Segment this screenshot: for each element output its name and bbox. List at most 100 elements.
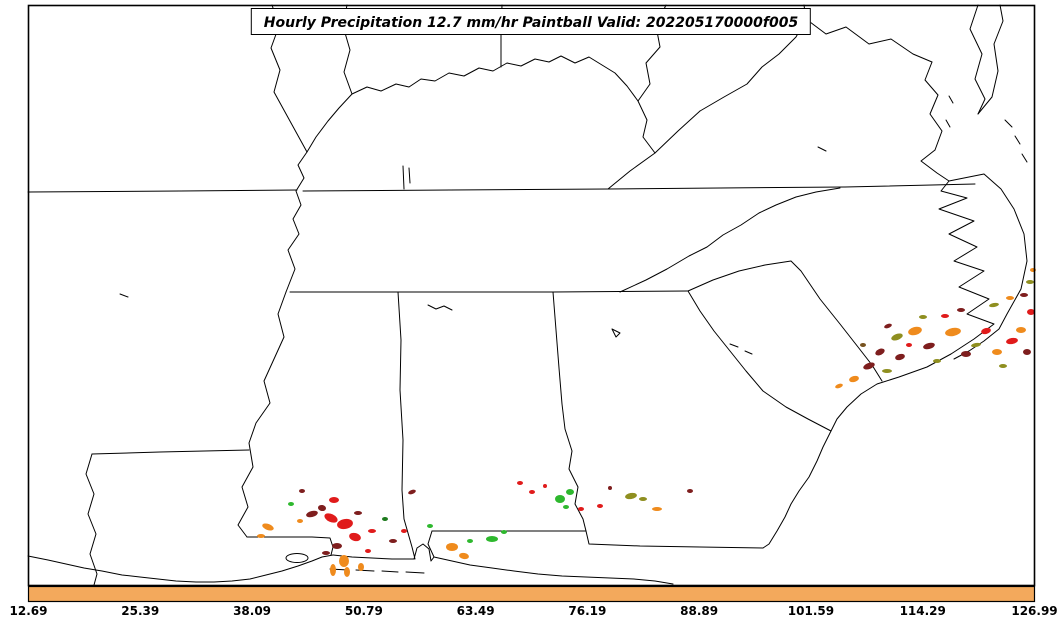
state-border-line — [552, 291, 587, 532]
state-border-line — [246, 536, 334, 556]
paintball-blob — [971, 342, 981, 348]
paintball-blob — [687, 489, 693, 493]
paintball-blob — [262, 523, 274, 531]
state-border-line — [355, 569, 375, 572]
state-border-line — [830, 149, 995, 432]
state-border-line — [977, 4, 1004, 115]
paintball-blob — [1026, 280, 1034, 284]
state-border-line — [27, 189, 298, 193]
paintball-blob — [543, 484, 547, 488]
state-border-line — [607, 110, 701, 190]
colorbar-tick-label: 25.39 — [121, 604, 160, 618]
paintball-blob — [989, 302, 999, 308]
paintball-blob — [981, 327, 991, 335]
paintball-blob — [354, 511, 362, 515]
state-border-line — [119, 293, 129, 298]
paintball-blob — [344, 567, 350, 577]
paintball-blob — [358, 563, 364, 571]
state-border-line — [433, 556, 674, 585]
state-border-line — [611, 328, 621, 338]
paintball-blob — [875, 348, 885, 356]
state-border-line — [969, 4, 986, 115]
state-border-line — [585, 530, 764, 549]
colorbar-tick-label: 12.69 — [9, 604, 48, 618]
plot-title: Hourly Precipitation 12.7 mm/hr Paintbal… — [263, 15, 799, 31]
paintball-blob — [1023, 349, 1031, 355]
paintball-blob — [401, 529, 407, 533]
paintball-blob — [365, 549, 371, 553]
state-boundaries — [27, 4, 1028, 586]
paintball-blob — [288, 502, 294, 506]
state-border-line — [237, 291, 287, 538]
state-border-line — [637, 100, 656, 154]
state-border-line — [91, 449, 250, 455]
state-border-line — [427, 304, 453, 311]
paintball-blob — [923, 342, 935, 350]
state-border-line — [405, 571, 425, 574]
paintball-blob — [459, 552, 469, 560]
paintball-blob — [566, 489, 574, 495]
paintball-blob — [895, 353, 905, 361]
state-border-line — [687, 290, 832, 432]
paintball-blob — [382, 517, 388, 521]
paintball-blob — [529, 490, 535, 494]
paintball-blob — [863, 362, 875, 370]
state-border-line — [817, 146, 827, 152]
paintball-blob — [999, 364, 1007, 368]
state-border-line — [805, 18, 933, 63]
state-border-line — [27, 554, 334, 583]
state-border-line — [351, 55, 639, 102]
paintball-blob — [919, 315, 927, 319]
paintball-blob — [652, 507, 662, 511]
state-border-line — [285, 151, 308, 293]
paintball-blob — [597, 504, 603, 508]
state-border-line — [85, 453, 98, 586]
state-border-line — [402, 165, 405, 190]
paintball-blob — [299, 489, 305, 493]
paintball-blob — [408, 489, 416, 495]
paintball-blob — [639, 497, 647, 501]
paintball-blob — [501, 530, 507, 534]
paintball-blob — [324, 513, 338, 523]
plot-title-box: Hourly Precipitation 12.7 mm/hr Paintbal… — [250, 8, 812, 35]
state-border-line — [762, 430, 832, 549]
paintball-blob — [941, 314, 949, 318]
paintball-blob — [486, 536, 498, 542]
paintball-blob — [322, 551, 330, 555]
state-border-line — [945, 119, 951, 128]
paintball-blob — [849, 375, 859, 383]
colorbar-tick-label: 63.49 — [456, 604, 495, 618]
paintball-blob — [1006, 296, 1014, 300]
colorbar-tick-label: 101.59 — [787, 604, 835, 618]
paintball-blob — [337, 518, 353, 530]
state-border-line — [408, 167, 411, 184]
paintball-blob — [945, 327, 961, 337]
state-border-line — [924, 61, 943, 151]
paintball-blobs — [257, 268, 1036, 577]
paintball-blob — [608, 486, 612, 490]
paintball-blob — [257, 534, 265, 538]
paintball-blob — [908, 326, 922, 336]
state-border-line — [306, 93, 353, 153]
paintball-blob — [329, 497, 339, 503]
colorbar-tick-label: 88.89 — [680, 604, 719, 618]
paintball-blob — [891, 333, 903, 341]
colorbar-tick-label: 114.29 — [899, 604, 946, 618]
paintball-blob — [1016, 327, 1026, 333]
paintball-blob — [906, 343, 912, 347]
colorbar-tick-label: 50.79 — [344, 604, 383, 618]
state-border-line — [948, 95, 954, 104]
paintball-blob — [860, 343, 866, 347]
paintball-blob — [446, 543, 458, 551]
state-border-line — [413, 543, 435, 562]
state-border-line — [1021, 153, 1028, 163]
state-border-line — [427, 530, 435, 558]
paintball-blob — [992, 349, 1002, 355]
colorbar-tick-label: 38.09 — [233, 604, 272, 618]
paintball-blob — [467, 539, 473, 543]
paintball-blob — [933, 359, 941, 363]
state-border-line — [744, 350, 753, 355]
paintball-blob — [517, 481, 523, 485]
paintball-blob — [389, 539, 397, 543]
